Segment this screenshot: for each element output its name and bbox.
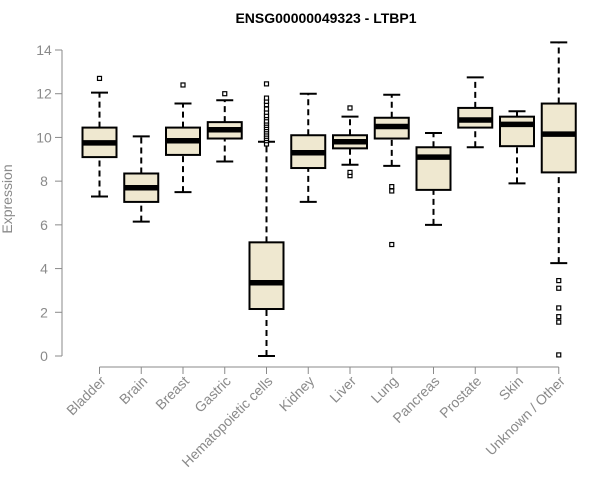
- x-tick-label: Prostate: [436, 373, 484, 421]
- box-lung: [373, 93, 410, 248]
- box-prostate: [457, 76, 494, 149]
- outlier-point: [556, 285, 562, 291]
- outlier-point: [556, 305, 562, 311]
- outlier-point: [180, 82, 186, 88]
- x-tick-label: Breast: [152, 373, 192, 413]
- box-hematopoietic-cells: [248, 81, 285, 357]
- chart-title: ENSG00000049323 - LTBP1: [235, 10, 416, 26]
- outlier-point: [556, 277, 562, 284]
- x-tick-label: Lung: [368, 373, 401, 406]
- x-tick-label: Liver: [326, 373, 359, 406]
- outlier-point: [96, 75, 103, 82]
- outlier-point: [389, 241, 395, 248]
- outlier-point: [263, 95, 270, 101]
- box-liver: [332, 105, 368, 179]
- y-tick-label: 8: [40, 173, 48, 189]
- y-tick-label: 0: [40, 348, 48, 364]
- outlier-point: [389, 184, 395, 190]
- y-axis-title: Expression: [0, 164, 15, 233]
- x-tick-label: Kidney: [276, 373, 318, 415]
- y-tick-label: 6: [40, 217, 48, 233]
- x-tick-label: Bladder: [63, 373, 109, 419]
- boxes: [81, 41, 577, 358]
- x-tick-label: Brain: [116, 373, 150, 407]
- outlier-point: [556, 352, 562, 358]
- box-brain: [123, 135, 160, 223]
- box-iqr: [248, 241, 285, 311]
- outlier-point: [347, 169, 353, 175]
- y-tick-label: 2: [40, 304, 48, 320]
- box-pancreas: [415, 132, 452, 226]
- outlier-point: [263, 81, 270, 87]
- outlier-point: [556, 319, 562, 325]
- outlier-point: [347, 105, 353, 111]
- y-tick-label: 12: [36, 86, 52, 102]
- box-iqr: [540, 102, 577, 174]
- y-tick-label: 10: [36, 129, 52, 145]
- y-tick-label: 4: [40, 261, 48, 277]
- outlier-point: [222, 91, 228, 97]
- y-axis: 0 2 4 6 8 10 12 14: [36, 42, 63, 364]
- x-tick-label: Unknown / Other: [482, 373, 568, 459]
- outlier-point: [556, 314, 562, 320]
- box-iqr: [415, 146, 452, 191]
- box-kidney: [290, 92, 327, 203]
- box-breast: [165, 82, 201, 194]
- x-tick-label: Skin: [496, 373, 527, 404]
- y-tick-label: 14: [36, 42, 52, 58]
- outlier-point: [389, 188, 395, 194]
- outlier-point: [263, 106, 270, 112]
- box-unknown-other: [540, 41, 577, 358]
- box-bladder: [81, 75, 118, 198]
- box-gastric: [206, 91, 243, 163]
- box-skin: [499, 110, 535, 185]
- box-iqr: [499, 115, 535, 148]
